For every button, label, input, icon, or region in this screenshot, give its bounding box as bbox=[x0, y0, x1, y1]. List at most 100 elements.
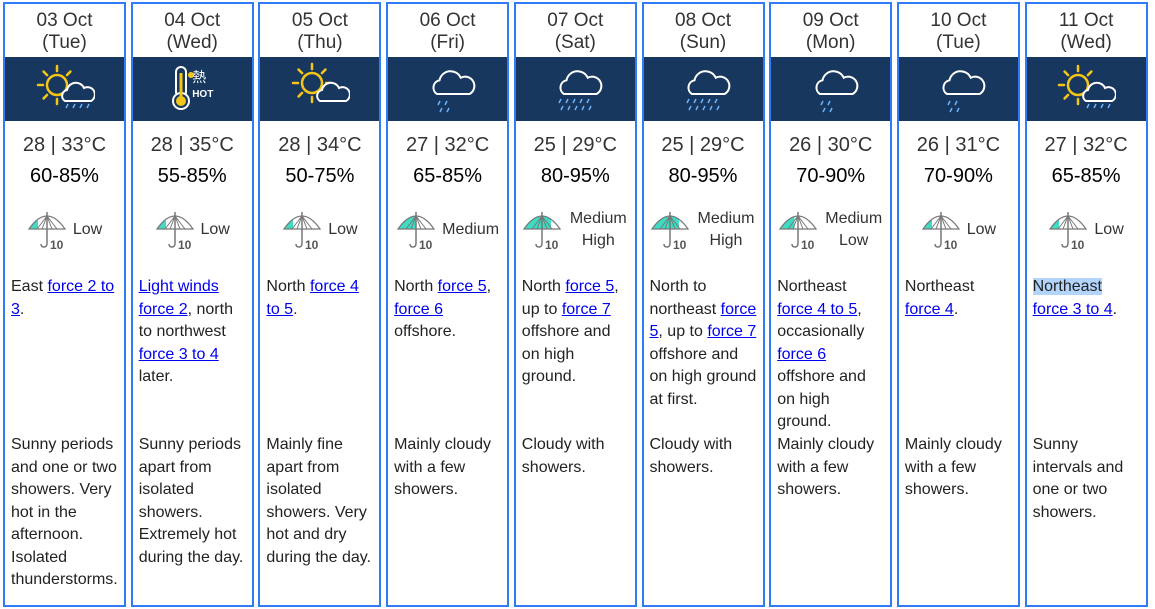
wind-link[interactable]: force 4 to 5 bbox=[266, 278, 359, 318]
wind-text: Northeast bbox=[1032, 278, 1102, 295]
wind-text: , up to bbox=[658, 323, 708, 340]
wind-link[interactable]: force 5 bbox=[649, 300, 757, 341]
forecast-day-1: 03 Oct (Tue) 28 | 33°C 60-85% 10 Low East … bbox=[3, 2, 126, 607]
wind-link[interactable]: force 4 to 5 bbox=[777, 300, 858, 318]
date-header: 08 Oct (Sun) bbox=[644, 4, 763, 56]
cloud-heavy-rain-icon bbox=[643, 57, 763, 121]
temperature-range: 28 | 33°C bbox=[22, 134, 107, 156]
wind-text: offshore and on high ground. bbox=[521, 323, 611, 385]
svg-text:10: 10 bbox=[944, 238, 958, 251]
wind-description: Northeast force 4. bbox=[905, 276, 1014, 321]
umbrella-icon: 10 bbox=[778, 212, 817, 251]
wind-link[interactable]: force 7 bbox=[561, 300, 611, 318]
wind-text: later. bbox=[138, 368, 174, 385]
psr-label: Low bbox=[200, 221, 230, 238]
wind-link[interactable]: force 3 to 4 bbox=[138, 345, 219, 363]
cloud-rain-icon bbox=[898, 57, 1018, 121]
rain-probability: 10 Medium High bbox=[644, 205, 763, 255]
wind-description: North force 4 to 5. bbox=[266, 276, 375, 321]
wind-link[interactable]: force 5 bbox=[565, 278, 615, 295]
wind-description: North to northeast force 5, up to force … bbox=[650, 276, 759, 411]
wind-link[interactable]: Light winds force 2 bbox=[138, 278, 219, 318]
umbrella-icon: 10 bbox=[283, 212, 322, 251]
date: 03 Oct bbox=[36, 10, 93, 31]
rain-probability: 10 Low bbox=[1027, 205, 1146, 255]
wind-link[interactable]: force 6 bbox=[777, 345, 827, 363]
wind-description: Light winds force 2, north to northwest … bbox=[139, 276, 248, 389]
wind-description: North force 5, up to force 7 offshore an… bbox=[522, 276, 631, 389]
rain-probability: 10 Medium bbox=[388, 205, 507, 255]
wind-link[interactable]: force 6 bbox=[394, 300, 444, 318]
weekday: (Mon) bbox=[805, 32, 856, 53]
psr-label: Low bbox=[966, 221, 997, 238]
date: 09 Oct bbox=[802, 10, 859, 31]
umbrella-icon: 10 bbox=[1049, 212, 1088, 251]
date: 08 Oct bbox=[675, 10, 731, 31]
date-header: 07 Oct (Sat) bbox=[516, 4, 635, 56]
rain-probability: 10 Medium Low bbox=[771, 205, 890, 255]
wind-description: North force 5, force 6 offshore. bbox=[394, 276, 503, 344]
weekday: (Sun) bbox=[679, 32, 727, 53]
weekday: (Sat) bbox=[554, 32, 596, 53]
forecast-description: Sunny intervals and one or two showers. bbox=[1032, 436, 1124, 521]
forecast-day-2: 04 Oct (Wed) 熱 HOT 28 | 35°C 55-85% 10 Low … bbox=[130, 2, 254, 607]
wind-link[interactable]: force 7 bbox=[707, 323, 757, 340]
forecast-day-6: 08 Oct (Sun) 25 | 29°C 80-95% 10 Medium Hi… bbox=[641, 2, 765, 607]
weekday: (Wed) bbox=[166, 32, 218, 53]
weekday: (Thu) bbox=[297, 32, 343, 53]
forecast-day-5: 07 Oct (Sat) 25 | 29°C 80-95% 10 Medium Hi… bbox=[513, 2, 637, 607]
date-header: 04 Oct (Wed) bbox=[133, 4, 252, 56]
wind-link[interactable]: force 2 to 3 bbox=[11, 278, 115, 318]
umbrella-icon: 10 bbox=[396, 212, 436, 251]
psr-label: Low bbox=[328, 221, 358, 238]
temperature-range: 28 | 34°C bbox=[278, 134, 362, 156]
humidity-range: 80-95% bbox=[540, 165, 610, 187]
rain-probability: 10 Medium High bbox=[516, 205, 635, 255]
wind-link[interactable]: force 5 bbox=[437, 278, 487, 295]
wind-text: East bbox=[11, 278, 48, 295]
cloud-rain-icon bbox=[771, 57, 891, 121]
umbrella-icon: 10 bbox=[921, 212, 960, 251]
date: 05 Oct bbox=[291, 10, 348, 31]
date: 07 Oct bbox=[547, 10, 604, 31]
date: 04 Oct bbox=[164, 10, 221, 31]
date: 10 Oct bbox=[930, 10, 987, 31]
wind-text: . bbox=[19, 300, 25, 318]
svg-text:10: 10 bbox=[1071, 238, 1085, 251]
psr-label: Low bbox=[1094, 221, 1124, 238]
weekday: (Tue) bbox=[936, 32, 981, 53]
wind-description: Northeast force 3 to 4. bbox=[1032, 276, 1142, 321]
hot-label: HOT bbox=[192, 89, 214, 100]
hot-icon: 熱 HOT bbox=[132, 57, 252, 121]
wind-text: North bbox=[394, 278, 438, 295]
humidity-range: 55-85% bbox=[157, 165, 227, 187]
rain-probability: 10 Low bbox=[899, 205, 1018, 255]
forecast-description: Mainly cloudy with a few showers. bbox=[777, 436, 875, 498]
umbrella-icon: 10 bbox=[523, 212, 562, 251]
sun-cloud-rain-icon bbox=[5, 57, 124, 121]
wind-text: Northeast bbox=[904, 278, 975, 295]
sun-cloud-rain-icon bbox=[1026, 57, 1146, 121]
date-header: 03 Oct (Tue) bbox=[5, 4, 124, 56]
rain-probability: 10 Low bbox=[5, 205, 124, 255]
umbrella-icon: 10 bbox=[155, 212, 194, 251]
wind-text: North bbox=[521, 278, 566, 295]
wind-link[interactable]: force 4 bbox=[904, 300, 954, 318]
weekday: (Fri) bbox=[430, 32, 465, 53]
svg-text:10: 10 bbox=[801, 238, 815, 251]
wind-text: , occasionally bbox=[777, 300, 865, 341]
wind-description: Northeast force 4 to 5, occasionally for… bbox=[777, 276, 886, 434]
temperature-range: 28 | 35°C bbox=[150, 134, 234, 156]
humidity-range: 50-75% bbox=[285, 165, 355, 187]
date: 06 Oct bbox=[419, 10, 476, 31]
wind-link[interactable]: force 3 to 4 bbox=[1032, 300, 1113, 318]
temperature-range: 26 | 31°C bbox=[916, 134, 1001, 156]
humidity-range: 70-90% bbox=[923, 165, 993, 187]
forecast-description: Mainly cloudy with a few showers. bbox=[904, 436, 1002, 498]
forecast-description: Mainly cloudy with a few showers. bbox=[394, 436, 492, 498]
svg-text:10: 10 bbox=[305, 238, 319, 251]
date-header: 10 Oct (Tue) bbox=[899, 4, 1018, 56]
forecast-description: Cloudy with showers. bbox=[521, 436, 605, 476]
umbrella-icon: 10 bbox=[27, 212, 66, 251]
rain-probability: 10 Low bbox=[133, 205, 252, 255]
